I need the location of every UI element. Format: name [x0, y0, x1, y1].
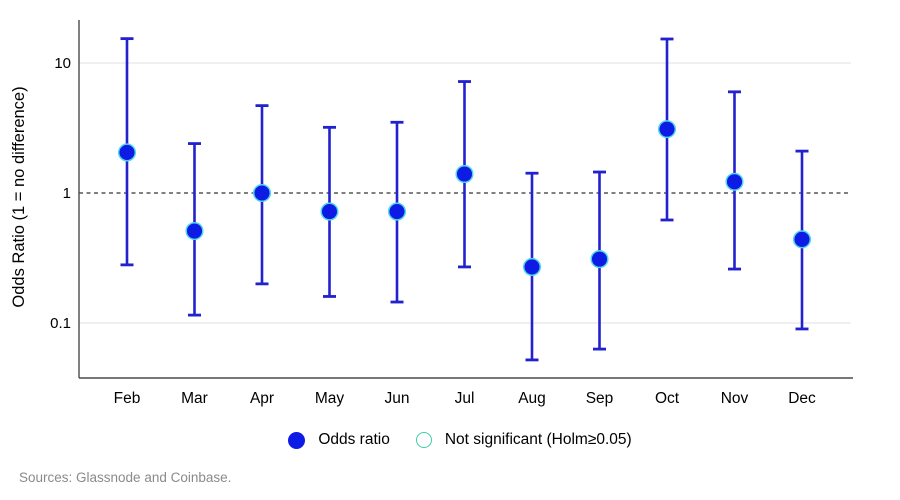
- data-point-marker: [792, 230, 812, 249]
- y-axis-title: Odds Ratio (1 = no difference): [10, 86, 28, 307]
- legend-label-not-significant: Not significant (Holm≥0.05): [444, 431, 632, 448]
- x-tick-label: Jul: [455, 390, 475, 407]
- chart-legend: Odds ratio Not significant (Holm≥0.05): [0, 428, 900, 452]
- y-tick-label: 10: [54, 55, 71, 72]
- data-point-marker: [725, 172, 744, 191]
- data-point-marker: [590, 250, 609, 269]
- x-tick-label: Aug: [518, 390, 546, 407]
- data-point-marker: [117, 143, 137, 162]
- x-tick-label: Sep: [586, 390, 614, 407]
- data-point-marker: [387, 202, 407, 221]
- odds-ratio-chart: 10 1 0.1 Odds Ratio (1 = no difference) Feb M…: [10, 20, 853, 407]
- data-point-marker: [252, 183, 272, 203]
- data-point-marker: [657, 120, 677, 139]
- y-tick-label: 1: [63, 185, 71, 202]
- data-point-marker: [320, 202, 339, 221]
- x-tick-label: May: [315, 390, 345, 407]
- x-tick-label: Jun: [385, 390, 410, 407]
- legend-item-odds-ratio: Odds ratio: [288, 431, 390, 449]
- legend-item-not-significant: Not significant (Holm≥0.05): [415, 431, 632, 449]
- data-point-marker: [185, 221, 204, 241]
- filled-circle-icon: [288, 431, 306, 449]
- y-tick-label: 0.1: [50, 315, 71, 332]
- x-tick-label: Feb: [114, 390, 141, 407]
- open-circle-icon: [415, 432, 432, 448]
- source-note: Sources: Glassnode and Coinbase.: [19, 470, 232, 485]
- x-tick-label: Apr: [250, 390, 274, 407]
- x-tick-label: Oct: [655, 390, 680, 407]
- legend-label-odds-ratio: Odds ratio: [318, 431, 390, 448]
- x-tick-label: Nov: [721, 390, 749, 407]
- x-tick-label: Mar: [181, 390, 208, 407]
- x-tick-label: Dec: [788, 390, 816, 407]
- data-point-marker: [522, 257, 542, 276]
- data-point-marker: [455, 164, 474, 184]
